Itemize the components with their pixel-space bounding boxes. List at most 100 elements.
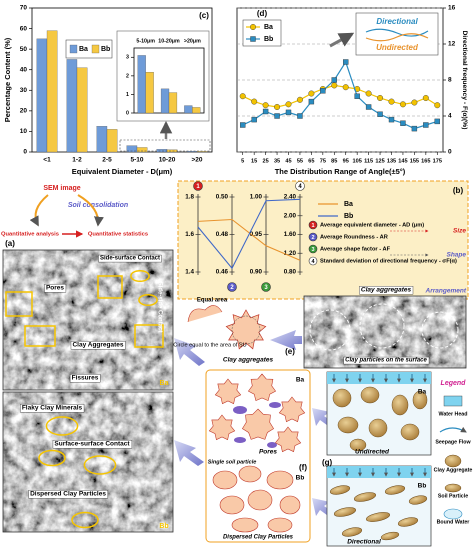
marker <box>388 116 395 123</box>
axis-badge-label: 4 <box>298 184 302 190</box>
panel-label: (g) <box>322 458 333 467</box>
legend-label: Bb <box>344 213 353 220</box>
clay-aggregate <box>241 408 275 440</box>
x-tick-label: 5-10 <box>130 157 143 164</box>
label-box <box>52 440 133 449</box>
highlight <box>71 511 99 529</box>
marker <box>297 113 303 119</box>
panel-label: (f) <box>299 463 307 472</box>
legend-marker <box>249 24 256 31</box>
label: Clay aggregates <box>223 357 274 364</box>
soil-particle <box>341 527 363 537</box>
bound-clay <box>233 406 247 414</box>
label: Bb <box>418 483 427 490</box>
legend-box <box>242 19 282 47</box>
marker <box>274 103 281 110</box>
item-badge-label: 3 <box>311 247 314 253</box>
clay-aggregate <box>214 378 242 405</box>
highlight <box>97 275 123 299</box>
highlight <box>45 416 79 436</box>
x-tick-label: 10-20 <box>159 157 176 164</box>
marker <box>320 88 326 94</box>
highlight <box>83 455 117 475</box>
marker <box>251 98 258 105</box>
marker <box>308 90 315 97</box>
bar <box>168 92 178 114</box>
soil-particle <box>266 470 294 490</box>
x-tick-label: 105 <box>352 158 361 164</box>
marker <box>262 102 269 109</box>
series-line <box>242 60 438 130</box>
x-tick-label: >20 <box>191 157 202 164</box>
axis-tick-label: 0.80 <box>284 269 297 276</box>
label: Dispersed Clay Particles <box>223 535 294 541</box>
group-label: Arrangement <box>425 288 467 295</box>
panel-label: (c) <box>199 11 209 20</box>
cycle-arrow <box>77 194 104 227</box>
series-line <box>242 84 438 108</box>
marker <box>423 122 429 128</box>
water-head <box>327 372 431 384</box>
x-tick-label: 75 <box>320 158 326 164</box>
sem-frame <box>2 391 174 533</box>
soil-particle <box>365 512 391 522</box>
item-badge <box>308 244 318 254</box>
series-line <box>197 218 301 261</box>
marker <box>331 77 337 83</box>
label: Equal area <box>197 298 228 304</box>
legend-swatch <box>69 44 78 54</box>
item-badge <box>308 256 318 266</box>
legend-label: Seepage Flow <box>435 439 471 445</box>
axis-tick-label: 1.60 <box>284 231 297 238</box>
marker <box>400 120 406 126</box>
label: Quantitative analysis <box>1 232 59 238</box>
bound-clay <box>269 402 281 408</box>
marker <box>434 118 440 125</box>
marker <box>377 111 383 117</box>
axis-tick-label: 1.8 <box>185 194 194 201</box>
axis-tick-label: 0.90 <box>250 269 263 276</box>
legend-label: Ba <box>344 201 353 208</box>
x-tick-label: 165 <box>421 158 430 164</box>
y2-tick-label: 0 <box>448 149 452 156</box>
label: Pores <box>46 285 64 292</box>
x-tick-label: 10-20μm <box>158 38 180 44</box>
y2-tick-label: 8 <box>448 77 452 84</box>
clay-aggregate <box>391 394 409 416</box>
y-tick-label: 40 <box>20 66 28 73</box>
group-label: Shape <box>446 252 466 259</box>
legend-box <box>65 39 113 59</box>
axis-badge-label: 2 <box>230 285 234 291</box>
label: Quantitative statistics <box>88 232 148 238</box>
y-axis-title: Percentage Content (%) <box>3 37 12 122</box>
x-tick-label: 2-5 <box>102 157 112 164</box>
legend-label: Bb <box>101 46 110 53</box>
bar <box>106 129 118 153</box>
bar <box>160 88 170 114</box>
legend-icon <box>444 454 462 468</box>
axis-badge <box>295 181 305 191</box>
label: Circle equal to the area of SU <box>173 342 246 348</box>
flow-arrow <box>270 330 302 350</box>
highlight <box>24 325 56 347</box>
bar <box>66 59 78 153</box>
label-box <box>69 374 101 383</box>
x-axis-title: The Distribution Range of Angle(±5°) <box>275 167 406 176</box>
marker <box>274 113 280 119</box>
y-tick-label: 0 <box>23 149 27 156</box>
water-head <box>327 466 431 478</box>
marker <box>285 101 292 108</box>
item-badge <box>308 220 318 230</box>
x-tick-label: 35 <box>274 158 280 164</box>
x-tick-label: 85 <box>331 158 337 164</box>
label-box <box>98 254 162 263</box>
axis-badge-label: 3 <box>264 285 268 291</box>
annotation-arrow <box>329 32 355 48</box>
marker <box>422 94 429 101</box>
legend-label: Soil Particle <box>438 493 468 499</box>
label: Clay particles on the surface <box>345 358 427 364</box>
axis-badge-label: 1 <box>196 184 200 190</box>
marker <box>343 59 349 65</box>
flow-arrow <box>174 440 204 466</box>
highlight <box>38 449 66 467</box>
